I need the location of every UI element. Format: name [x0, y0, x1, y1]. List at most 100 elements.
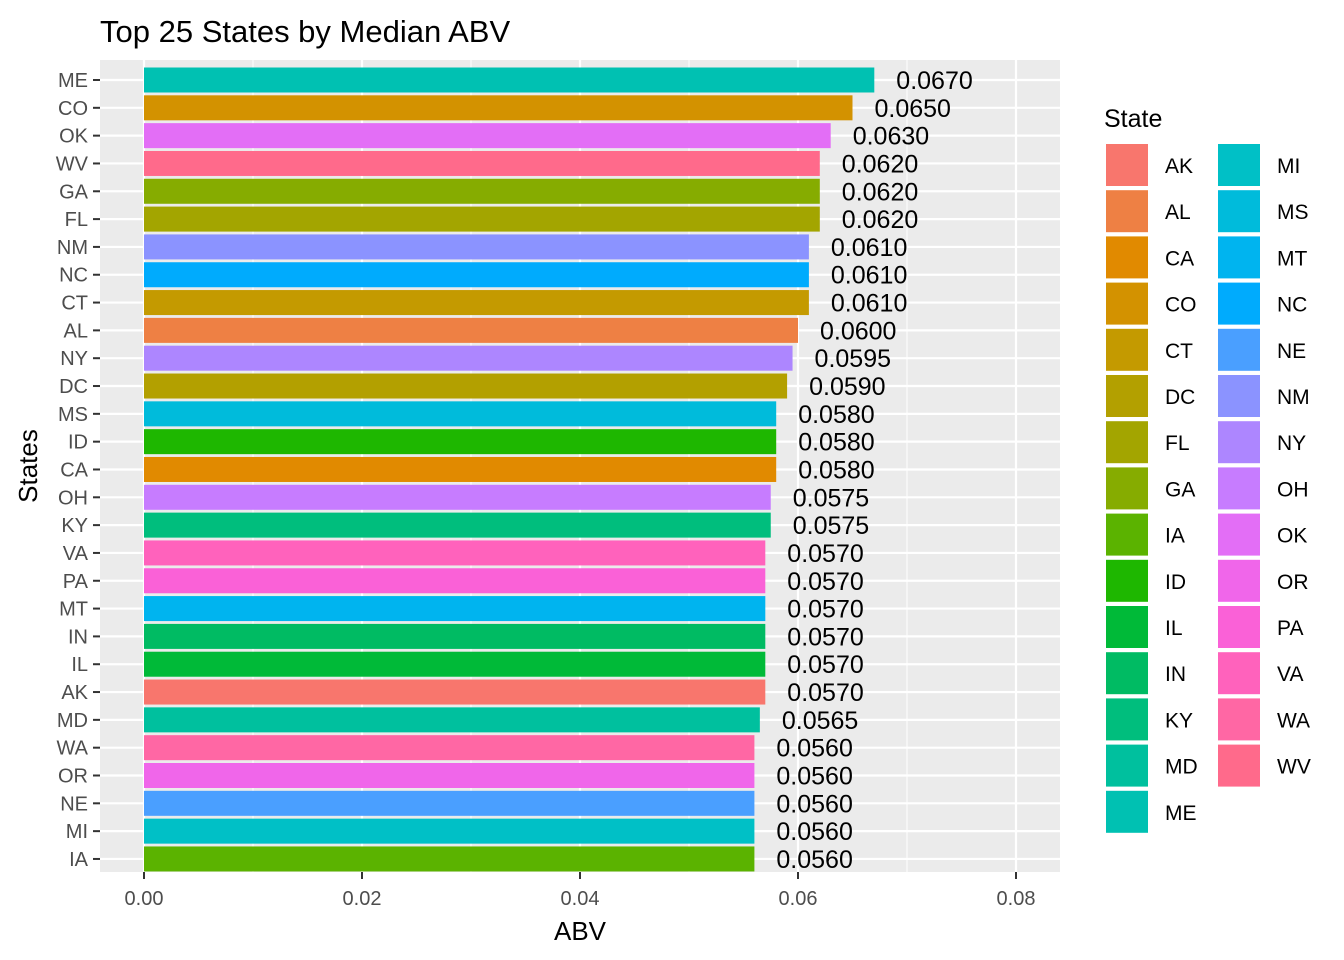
legend-key-nm	[1218, 375, 1260, 417]
bar-ga	[144, 178, 820, 204]
x-tick-label: 0.08	[997, 888, 1036, 910]
y-tick-label: AK	[61, 682, 88, 704]
bar-ms	[144, 401, 777, 427]
legend-key-ak	[1106, 144, 1148, 186]
legend-key-ok	[1218, 513, 1260, 556]
chart-title: Top 25 States by Median ABV	[100, 14, 510, 49]
y-tick-label: GA	[59, 181, 89, 203]
data-label-al: 0.0600	[820, 317, 896, 345]
data-label-id: 0.0580	[798, 429, 874, 457]
data-label-ne: 0.0560	[776, 790, 852, 818]
legend: AK AL CA CO CT DC FL GA IA ID IL IN KY MD ME MI MS MT NC NE…	[1106, 144, 1311, 833]
data-label-co: 0.0650	[875, 95, 951, 123]
legend-key-mi	[1218, 144, 1260, 186]
bar-mi	[144, 818, 755, 844]
legend-key-va	[1218, 652, 1260, 695]
y-tick-label: ID	[68, 432, 88, 454]
legend-key-ia	[1106, 513, 1148, 556]
data-label-or: 0.0560	[776, 763, 852, 791]
bar-mt	[144, 596, 766, 622]
y-tick-label: CO	[58, 98, 88, 120]
bar-il	[144, 651, 766, 677]
bar-nm	[144, 234, 809, 260]
y-tick-label: MT	[59, 599, 88, 621]
legend-label-nc: NC	[1277, 294, 1307, 317]
data-label-ak: 0.0570	[787, 679, 863, 707]
bar-or	[144, 763, 755, 788]
y-tick-label: NY	[60, 348, 88, 370]
bar-ok	[144, 123, 831, 149]
legend-key-md	[1106, 744, 1148, 787]
legend-label-or: OR	[1277, 571, 1309, 594]
y-tick-label: VA	[63, 543, 89, 565]
data-label-ct: 0.0610	[831, 290, 907, 318]
data-label-ky: 0.0575	[793, 512, 869, 540]
legend-key-al	[1106, 190, 1148, 233]
data-label-ny: 0.0595	[815, 345, 891, 373]
legend-key-ct	[1106, 328, 1148, 371]
bar-md	[144, 707, 760, 733]
bar-id	[144, 429, 777, 455]
data-label-fl: 0.0620	[842, 206, 918, 234]
data-label-pa: 0.0570	[787, 568, 863, 596]
bar-oh	[144, 484, 771, 510]
bar-nc	[144, 262, 809, 288]
legend-label-ny: NY	[1277, 432, 1306, 455]
legend-label-id: ID	[1165, 571, 1186, 594]
y-tick-label: CA	[60, 459, 88, 481]
bar-ca	[144, 456, 777, 482]
x-tick-label: 0.00	[125, 888, 164, 910]
y-tick-label: NE	[60, 793, 88, 815]
legend-key-ca	[1106, 236, 1148, 279]
legend-label-md: MD	[1165, 756, 1198, 779]
x-tick-label: 0.02	[343, 888, 382, 910]
data-label-in: 0.0570	[787, 623, 863, 651]
legend-key-il	[1106, 606, 1148, 648]
y-tick-label: IN	[68, 626, 88, 648]
legend-key-nc	[1218, 282, 1260, 325]
data-label-dc: 0.0590	[809, 373, 885, 401]
bar-ny	[144, 345, 793, 371]
y-tick-label: OK	[59, 126, 89, 148]
data-label-ok: 0.0630	[853, 123, 929, 151]
legend-label-wa: WA	[1277, 709, 1310, 732]
bar-me	[144, 67, 875, 93]
legend-key-ga	[1106, 467, 1148, 510]
y-tick-label: IA	[69, 849, 89, 871]
legend-key-in	[1106, 652, 1148, 695]
y-tick-label: DC	[59, 376, 88, 398]
data-label-ia: 0.0560	[776, 846, 852, 874]
y-tick-label: NM	[57, 237, 88, 259]
legend-key-me	[1106, 790, 1148, 833]
data-label-me: 0.0670	[896, 67, 972, 95]
y-tick-label: CT	[61, 293, 88, 315]
data-label-md: 0.0565	[782, 707, 858, 735]
legend-label-ca: CA	[1165, 247, 1194, 270]
legend-label-ky: KY	[1165, 709, 1193, 732]
legend-key-fl	[1106, 421, 1148, 464]
data-labels: 0.06700.06500.06300.06200.06200.06200.06…	[776, 67, 972, 874]
legend-key-ny	[1218, 421, 1260, 464]
x-tick-label: 0.06	[779, 888, 818, 910]
data-label-il: 0.0570	[787, 651, 863, 679]
legend-label-pa: PA	[1277, 617, 1303, 640]
bar-al	[144, 317, 798, 343]
data-label-mt: 0.0570	[787, 596, 863, 624]
legend-label-va: VA	[1277, 663, 1303, 686]
legend-label-ct: CT	[1165, 340, 1193, 363]
legend-key-ms	[1218, 190, 1260, 233]
x-tick-label: 0.04	[561, 888, 600, 910]
legend-key-wv	[1218, 744, 1260, 787]
bar-co	[144, 95, 853, 121]
legend-label-al: AL	[1165, 201, 1191, 224]
y-tick-label: OH	[58, 487, 88, 509]
y-axis: ME CO OK WV GA FL NM NC CT AL NY DC MS ID CA OH KY VA PA MT…	[56, 70, 100, 871]
legend-title: State	[1104, 105, 1162, 133]
legend-key-pa	[1218, 606, 1260, 648]
bar-wv	[144, 150, 820, 176]
data-label-ms: 0.0580	[798, 401, 874, 429]
bar-dc	[144, 373, 788, 399]
bar-pa	[144, 568, 766, 594]
data-label-ca: 0.0580	[798, 456, 874, 484]
